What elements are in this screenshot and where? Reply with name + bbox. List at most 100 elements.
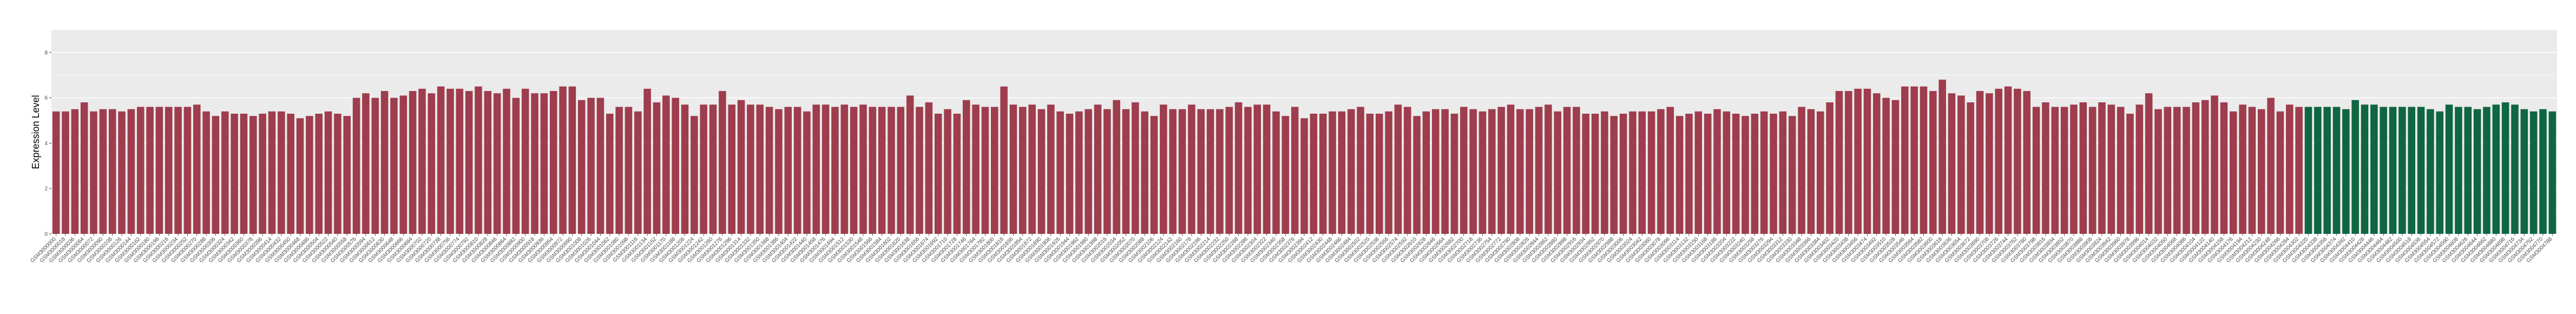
bar [840,104,849,234]
bar [1113,100,1120,234]
bar [709,104,717,234]
bar [990,107,998,234]
bar [52,111,60,234]
bar [1075,111,1083,234]
bar [2408,107,2415,234]
bar [146,107,154,234]
bar [352,97,360,234]
bar [1197,109,1205,234]
bars [52,80,2557,234]
bar [193,104,201,234]
y-tick-label: 0 [44,232,48,238]
bar [1488,109,1496,234]
bar [2295,107,2303,234]
bar [2239,104,2246,234]
bar [521,88,529,234]
bar [1094,104,1102,234]
bar [2183,107,2190,234]
bar [1385,111,1392,234]
bar [1413,116,1421,234]
bar [2229,111,2237,234]
bar [925,102,933,234]
bar [2370,104,2378,234]
bar [972,104,980,234]
bar [1591,113,1599,234]
bar [1329,111,1336,234]
bar [2464,107,2472,234]
bar [249,116,257,234]
bar [2492,104,2500,234]
bar [1347,109,1355,234]
bar [71,109,79,234]
bar [1582,113,1589,234]
bar [625,107,633,234]
bar [127,109,135,234]
bar [2173,107,2181,234]
bar [1910,86,1918,234]
bar [1178,109,1186,234]
bar [1085,109,1092,234]
bar [2051,107,2059,234]
bar [822,104,830,234]
bar [672,97,679,234]
bar [2520,109,2528,234]
bar [596,97,604,234]
bar [2342,109,2350,234]
y-axis-title: Expression Level [30,95,41,169]
x-axis: GSM3000000GSM3000018GSM3000036GSM3000054… [29,234,2554,264]
bar [2501,102,2509,234]
bar [803,111,811,234]
bar [1403,107,1411,234]
bar [240,113,248,234]
bar [1807,109,1815,234]
bar [2436,111,2444,234]
bar [775,109,783,234]
bar [1263,104,1271,234]
bar [559,86,567,234]
bar [1234,102,1243,234]
bar [183,107,192,234]
bar [2351,100,2359,234]
bar [2070,104,2078,234]
bar [1300,118,1308,234]
bar [174,107,182,234]
bar [1478,111,1487,234]
bar [2042,102,2049,234]
bar [1216,109,1224,234]
bar [1845,91,1852,234]
bar [2145,93,2153,234]
bar [1882,97,1890,234]
y-tick-label: 2 [44,186,48,192]
bar [2455,107,2462,234]
bar [897,107,905,234]
bar [1694,111,1703,234]
y-axis: 0 2 4 6 8 [44,50,51,238]
bar [118,111,126,234]
bar [1610,116,1618,234]
bar [1253,104,1261,234]
bar [202,111,210,234]
bar [1037,109,1046,234]
bar [2539,109,2547,234]
bar [155,107,163,234]
bar [888,107,895,234]
bar [831,107,839,234]
bar [503,88,510,234]
bar [1188,104,1195,234]
bar [1742,116,1749,234]
bar [399,95,408,234]
bar [1526,109,1533,234]
bar [296,118,304,234]
bar [1394,104,1402,234]
bar [1545,104,1552,234]
bar [2483,107,2490,234]
bar [1141,111,1148,234]
bar [634,111,642,234]
bar [475,86,482,234]
bar [409,91,417,234]
bar [1338,111,1346,234]
bar [549,91,557,234]
bar [1976,91,1984,234]
bar [1873,93,1881,234]
